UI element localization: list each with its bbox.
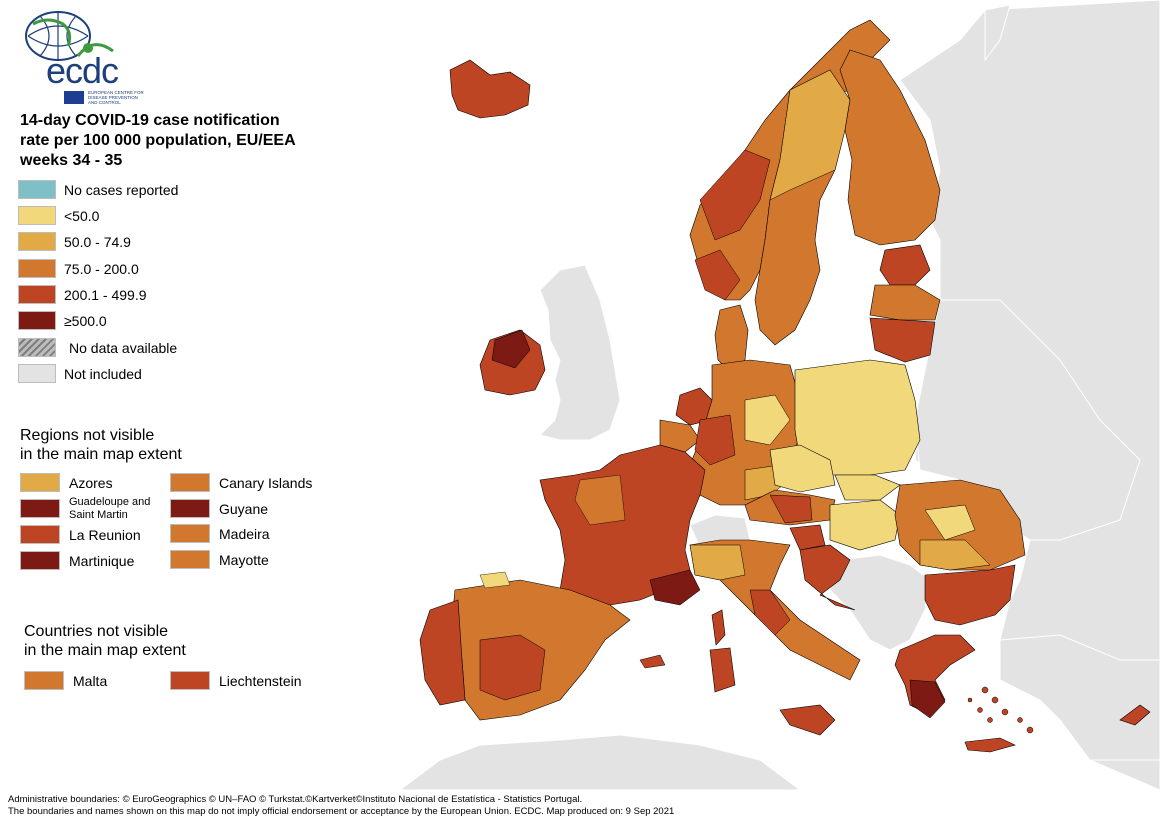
legend-swatch xyxy=(18,364,56,383)
regions-heading-line-1: Regions not visible xyxy=(20,427,155,444)
countries-heading: Countries not visible in the main map ex… xyxy=(24,622,186,660)
legend-item: 75.0 - 200.0 xyxy=(18,259,338,279)
latvia xyxy=(869,284,941,321)
region-label: Guyane xyxy=(219,501,269,517)
slovakia xyxy=(834,474,901,501)
legend-item: Not included xyxy=(18,364,338,384)
legend-swatch xyxy=(20,551,60,570)
title-line-1: 14-day COVID-19 case notification xyxy=(20,112,280,129)
legend-swatch xyxy=(18,232,56,251)
legend-swatch xyxy=(24,671,64,690)
legend-swatch xyxy=(18,338,56,357)
legend-item: <50.0 xyxy=(18,206,338,226)
sicily xyxy=(779,704,836,736)
hungary xyxy=(829,499,901,551)
map-title: 14-day COVID-19 case notification rate p… xyxy=(20,111,350,171)
title-line-2: rate per 100 000 population, EU/EEA xyxy=(20,132,296,149)
lithuania xyxy=(869,317,936,363)
slovenia xyxy=(789,524,826,551)
legend-swatch xyxy=(20,525,60,544)
legend-label: 50.0 - 74.9 xyxy=(64,234,131,250)
ecdc-logo: ecdc EUROPEAN CENTRE FOR DISEASE PREVENT… xyxy=(18,6,144,105)
bulgaria xyxy=(924,564,1016,626)
legend-swatch xyxy=(170,671,210,690)
crete xyxy=(964,737,1016,753)
title-line-3: weeks 34 - 35 xyxy=(20,152,123,169)
legend-label: <50.0 xyxy=(64,208,100,224)
not-included-land xyxy=(398,0,1160,791)
legend-label: 200.1 - 499.9 xyxy=(64,287,147,303)
country-label: Liechtenstein xyxy=(219,673,302,689)
footer-line-2: The boundaries and names shown on this m… xyxy=(8,806,675,817)
legend-swatch xyxy=(18,259,56,278)
legend-swatch xyxy=(20,473,60,492)
legend-swatch xyxy=(170,524,210,543)
estonia xyxy=(879,244,931,286)
legend-item: 200.1 - 499.9 xyxy=(18,285,338,305)
legend-label: No data available xyxy=(69,340,178,356)
cyprus xyxy=(1119,704,1151,726)
regions-heading-line-2: in the main map extent xyxy=(20,446,182,463)
iceland xyxy=(449,59,531,119)
country-label: Malta xyxy=(73,673,108,689)
region-label: Madeira xyxy=(219,526,270,542)
legend-swatch xyxy=(170,473,210,492)
region-label: Azores xyxy=(69,475,113,491)
northern-ireland xyxy=(491,329,531,369)
region-label: Martinique xyxy=(69,553,135,569)
finland xyxy=(839,49,941,246)
legend-item: ≥500.0 xyxy=(18,311,338,331)
logo-wordmark: ecdc xyxy=(46,50,119,91)
czechia xyxy=(769,444,836,493)
region-label: Mayotte xyxy=(219,552,269,568)
eu-flag-icon xyxy=(64,91,84,104)
legend-label: Not included xyxy=(64,366,142,382)
countries-heading-line-2: in the main map extent xyxy=(24,642,186,659)
sardinia xyxy=(709,647,736,693)
belgium xyxy=(659,419,701,453)
footer-line-1: Administrative boundaries: © EuroGeograp… xyxy=(8,794,583,805)
legend-swatch xyxy=(18,206,56,225)
globe-icon xyxy=(25,11,114,61)
croatia xyxy=(799,544,856,611)
map-footer: Administrative boundaries: © EuroGeograp… xyxy=(8,794,674,818)
legend-label: No cases reported xyxy=(64,182,179,198)
region-label: Canary Islands xyxy=(219,475,313,491)
regions-heading: Regions not visible in the main map exte… xyxy=(20,426,182,464)
legend-swatch xyxy=(20,499,60,518)
legend-swatch xyxy=(18,311,56,330)
legend-item: 50.0 - 74.9 xyxy=(18,232,338,252)
region-label: La Reunion xyxy=(69,527,141,543)
legend-swatch xyxy=(18,285,56,304)
legend-swatch xyxy=(18,180,56,199)
legend-swatch xyxy=(170,499,210,518)
legend-item: No data available xyxy=(18,338,338,358)
portugal xyxy=(419,599,466,706)
region-label: Guadeloupe and Saint Martin xyxy=(69,496,151,521)
corsica xyxy=(711,609,726,646)
legend-label: ≥500.0 xyxy=(64,313,107,329)
legend-label: 75.0 - 200.0 xyxy=(64,261,139,277)
legend-swatch xyxy=(170,550,210,569)
legend-item: No cases reported xyxy=(18,180,338,200)
balearic xyxy=(639,654,666,669)
countries-heading-line-1: Countries not visible xyxy=(24,623,169,640)
logo-subtitle: EUROPEAN CENTRE FOR DISEASE PREVENTION A… xyxy=(88,90,144,105)
